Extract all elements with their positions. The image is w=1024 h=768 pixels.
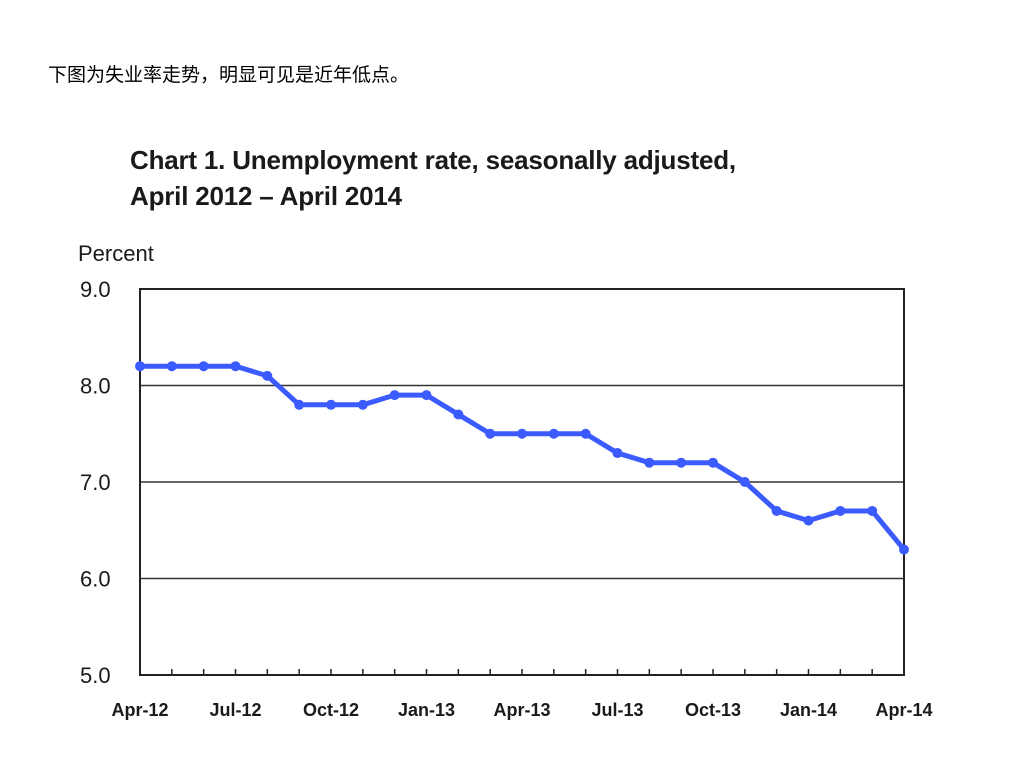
data-point-Jun-13 [580, 428, 591, 439]
data-point-Dec-12 [389, 390, 400, 401]
y-axis-label: Percent [78, 241, 154, 266]
data-point-Dec-13 [771, 505, 782, 516]
y-tick-label-5.0: 5.0 [80, 663, 111, 688]
chart-title-line-2: April 2012 – April 2014 [130, 181, 402, 211]
data-point-Feb-13 [453, 409, 464, 420]
chart-title: Chart 1. Unemployment rate, seasonally a… [130, 142, 736, 214]
data-point-Jul-13 [612, 448, 623, 459]
data-point-Apr-14 [899, 544, 909, 555]
data-point-Oct-13 [708, 457, 718, 468]
series-unemployment-rate [135, 361, 909, 555]
x-tick-label-Oct-13: Oct-13 [685, 700, 741, 720]
data-point-Aug-12 [262, 370, 273, 381]
gridlines [140, 384, 904, 580]
x-tick-label-Jan-14: Jan-14 [780, 700, 837, 720]
data-point-Nov-12 [357, 399, 368, 410]
data-point-Apr-12 [135, 361, 145, 372]
y-tick-label-6.0: 6.0 [80, 567, 111, 592]
data-point-May-12 [166, 361, 177, 372]
chart-title-line-1: Chart 1. Unemployment rate, seasonally a… [130, 145, 736, 175]
y-tick-label-8.0: 8.0 [80, 374, 111, 399]
x-tick-label-Apr-13: Apr-13 [493, 700, 550, 720]
data-point-Sep-13 [676, 457, 687, 468]
y-tick-label-9.0: 9.0 [80, 277, 111, 302]
data-point-Apr-13 [517, 428, 527, 439]
y-tick-label-7.0: 7.0 [80, 470, 111, 495]
data-point-Mar-13 [485, 428, 496, 439]
x-tick-label-Jan-13: Jan-13 [398, 700, 455, 720]
x-axis-ticks [139, 669, 905, 675]
x-tick-label-Oct-12: Oct-12 [303, 700, 359, 720]
data-point-Jan-14 [803, 515, 814, 526]
intro-text: 下图为失业率走势，明显可见是近年低点。 [48, 64, 410, 86]
y-axis-tick-labels: 5.0 6.0 7.0 8.0 9.0 [80, 277, 111, 688]
data-point-Jan-13 [421, 390, 432, 401]
x-tick-label-Apr-12: Apr-12 [111, 700, 168, 720]
data-point-Oct-12 [326, 399, 336, 410]
data-point-Jul-12 [230, 361, 241, 372]
x-tick-label-Jul-13: Jul-13 [591, 700, 643, 720]
data-point-Jun-12 [198, 361, 209, 372]
data-point-Sep-12 [294, 399, 305, 410]
data-point-Aug-13 [644, 457, 655, 468]
x-tick-label-Apr-14: Apr-14 [875, 700, 932, 720]
series-line [137, 363, 907, 553]
x-axis-tick-labels: Apr-12 Jul-12 Oct-12 Jan-13 Apr-13 Jul-13 Oct-… [111, 700, 932, 720]
data-point-May-13 [548, 428, 559, 439]
data-point-Feb-14 [835, 505, 846, 516]
data-point-Mar-14 [867, 505, 878, 516]
data-point-Nov-13 [739, 477, 750, 487]
x-tick-label-Jul-12: Jul-12 [209, 700, 261, 720]
